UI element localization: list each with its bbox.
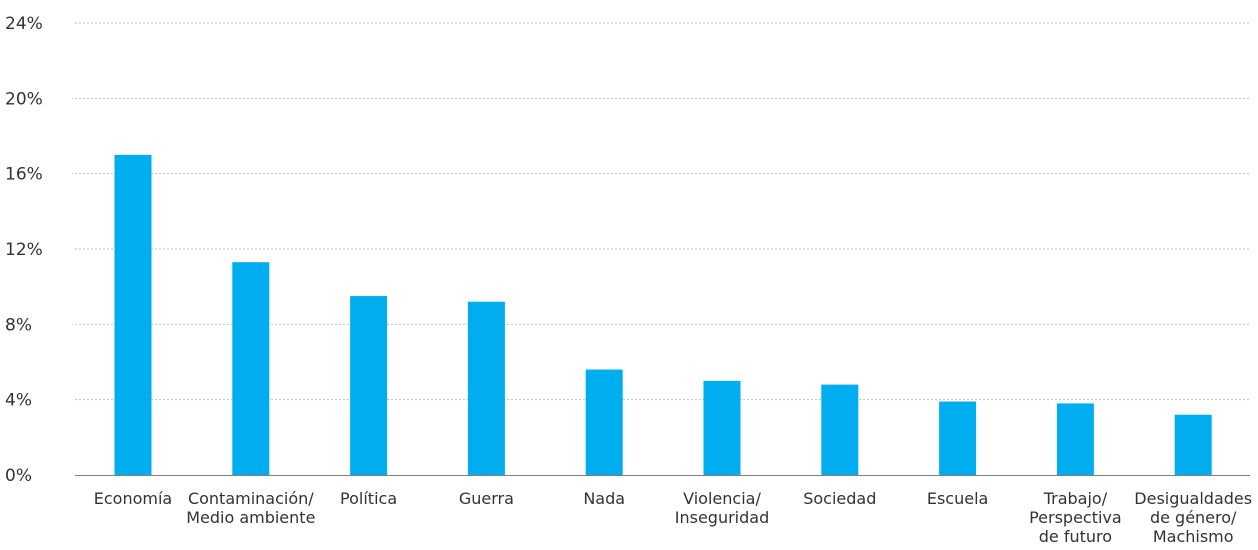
x-tick-label-line: Escuela	[927, 489, 988, 508]
x-tick-label-line: Guerra	[459, 489, 514, 508]
bar	[585, 369, 623, 475]
x-tick-label: Desigualdades de género/Machismo	[1134, 489, 1252, 546]
bar	[114, 154, 152, 476]
bar	[703, 380, 741, 475]
bar	[1056, 403, 1094, 475]
x-tick-label: Trabajo/Perspectiva de futuro	[1029, 489, 1122, 546]
x-tick-label-line: Medio ambiente	[186, 508, 315, 527]
x-tick-label-line: Nada	[583, 489, 625, 508]
x-tick-label: Escuela	[927, 489, 988, 508]
y-axis-ticks: 0% 4% 8% 12% 16% 20% 24%	[5, 14, 43, 486]
y-tick-label: 8%	[5, 315, 32, 335]
x-tick-label-line: de futuro	[1039, 527, 1112, 546]
y-tick-label: 12%	[5, 240, 43, 260]
x-tick-label-line: Inseguridad	[675, 508, 769, 527]
x-tick-label-line: Machismo	[1153, 527, 1234, 546]
x-tick-label: Guerra	[459, 489, 514, 508]
x-tick-label-line: Economía	[94, 489, 172, 508]
bar	[350, 296, 388, 475]
x-tick-label: Economía	[94, 489, 172, 508]
y-tick-label: 16%	[5, 165, 43, 185]
x-tick-label-line: Violencia/	[683, 489, 761, 508]
bar	[939, 401, 977, 475]
y-tick-label: 20%	[5, 89, 43, 109]
x-tick-label-line: Política	[340, 489, 397, 508]
y-tick-label: 0%	[5, 466, 32, 486]
bar	[1174, 414, 1212, 475]
x-tick-label-line: de género/	[1150, 508, 1237, 527]
x-tick-label-line: Contaminación/	[188, 489, 314, 508]
bar	[821, 384, 859, 475]
y-tick-label: 4%	[5, 391, 32, 411]
bars	[114, 154, 1212, 476]
bar	[232, 262, 270, 475]
y-tick-label: 24%	[5, 14, 43, 34]
x-tick-label: Nada	[583, 489, 625, 508]
x-tick-label: Contaminación/Medio ambiente	[186, 489, 315, 527]
bar	[467, 301, 505, 475]
x-tick-label-line: Trabajo/	[1043, 489, 1108, 508]
x-tick-label-line: Desigualdades	[1134, 489, 1252, 508]
x-tick-label: Sociedad	[803, 489, 876, 508]
x-axis-labels: Economía Contaminación/Medio ambiente Polí…	[94, 489, 1252, 546]
x-tick-label-line: Sociedad	[803, 489, 876, 508]
x-tick-label: Política	[340, 489, 397, 508]
x-tick-label-line: Perspectiva	[1029, 508, 1122, 527]
x-tick-label: Violencia/Inseguridad	[675, 489, 769, 527]
